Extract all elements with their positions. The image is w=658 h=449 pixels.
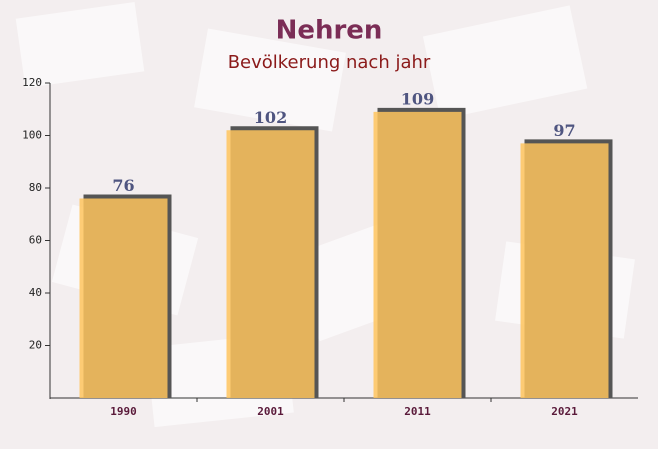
y-tick-label: 20 (29, 339, 42, 352)
x-tick-label: 2001 (257, 405, 284, 418)
bar (79, 198, 168, 398)
y-tick-label: 40 (29, 286, 42, 299)
y-tick-label: 60 (29, 234, 42, 247)
bar (373, 111, 462, 398)
value-label: 102 (254, 108, 287, 127)
value-label: 109 (401, 89, 434, 108)
y-tick-label: 80 (29, 181, 42, 194)
value-label: 97 (553, 121, 575, 140)
bar (520, 143, 609, 398)
x-tick-label: 2011 (404, 405, 431, 418)
chart-title: Nehren (276, 16, 383, 46)
y-tick-label: 100 (22, 129, 42, 142)
value-label: 76 (112, 176, 134, 195)
chart-subtitle: Bevölkerung nach jahr (228, 52, 431, 73)
x-tick-label: 2021 (551, 405, 578, 418)
y-tick-label: 120 (22, 76, 42, 89)
bar (226, 130, 315, 398)
x-tick-label: 1990 (110, 405, 137, 418)
